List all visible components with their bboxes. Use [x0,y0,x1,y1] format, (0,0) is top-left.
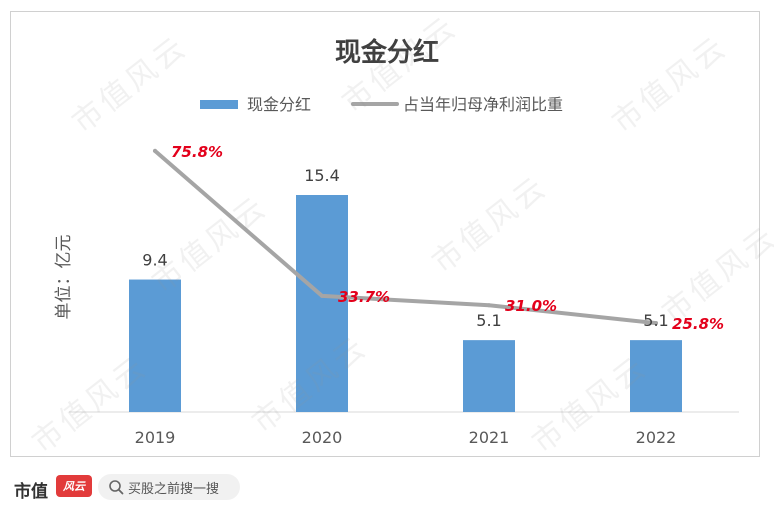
labels-layer: 9.4 15.4 5.1 5.1 75.8% 33.7% 31.0% 25.8% 2019 202… [135,143,724,447]
legend-swatch-bar [200,100,238,109]
line-layer [153,148,658,326]
bar-2020 [296,195,348,412]
search-icon [109,480,124,495]
legend-label-line: 占当年归母净利润比重 [403,95,563,114]
search-box[interactable]: 买股之前搜一搜 [98,474,240,500]
bar-2019 [129,279,181,412]
x-tick-label-2021: 2021 [469,428,510,447]
bar-2021 [463,340,515,412]
x-tick-label-2019: 2019 [135,428,176,447]
ratio-label-2022: 25.8% [672,315,724,333]
legend: 现金分红 占当年归母净利润比重 [200,95,563,114]
bar-2022 [630,340,682,412]
chart-title: 现金分红 [335,37,439,68]
brand-logo: 风云 [56,475,92,497]
bar-value-label-2020: 15.4 [304,166,340,185]
x-tick-label-2020: 2020 [302,428,343,447]
ratio-point-2019 [153,148,157,153]
ratio-line [153,148,658,326]
ratio-label-2021: 31.0% [505,297,557,315]
ratio-point-2020 [320,293,324,298]
ratio-label-2019: 75.8% [171,143,223,161]
ratio-label-2020: 33.7% [338,288,390,306]
legend-label-bar: 现金分红 [247,95,311,114]
bar-value-label-2021: 5.1 [476,311,501,330]
footer: 市值 风云 买股之前搜一搜 [0,463,774,514]
bars-layer [129,195,682,412]
search-placeholder: 买股之前搜一搜 [128,481,220,497]
ratio-point-2022 [654,321,658,326]
chart-svg: 现金分红 现金分红 占当年归母净利润比重 单位：亿元 9.4 15.4 5.1 5.1… [54,37,739,447]
x-tick-label-2022: 2022 [636,428,677,447]
brand-text: 市值 [14,482,48,502]
chart-frame: 现金分红 现金分红 占当年归母净利润比重 单位：亿元 9.4 15.4 5.1 5.1… [10,11,760,457]
ratio-point-2021 [487,303,491,308]
y-axis-label: 单位：亿元 [54,235,74,320]
bar-value-label-2019: 9.4 [142,251,167,270]
bar-value-label-2022: 5.1 [643,311,668,330]
